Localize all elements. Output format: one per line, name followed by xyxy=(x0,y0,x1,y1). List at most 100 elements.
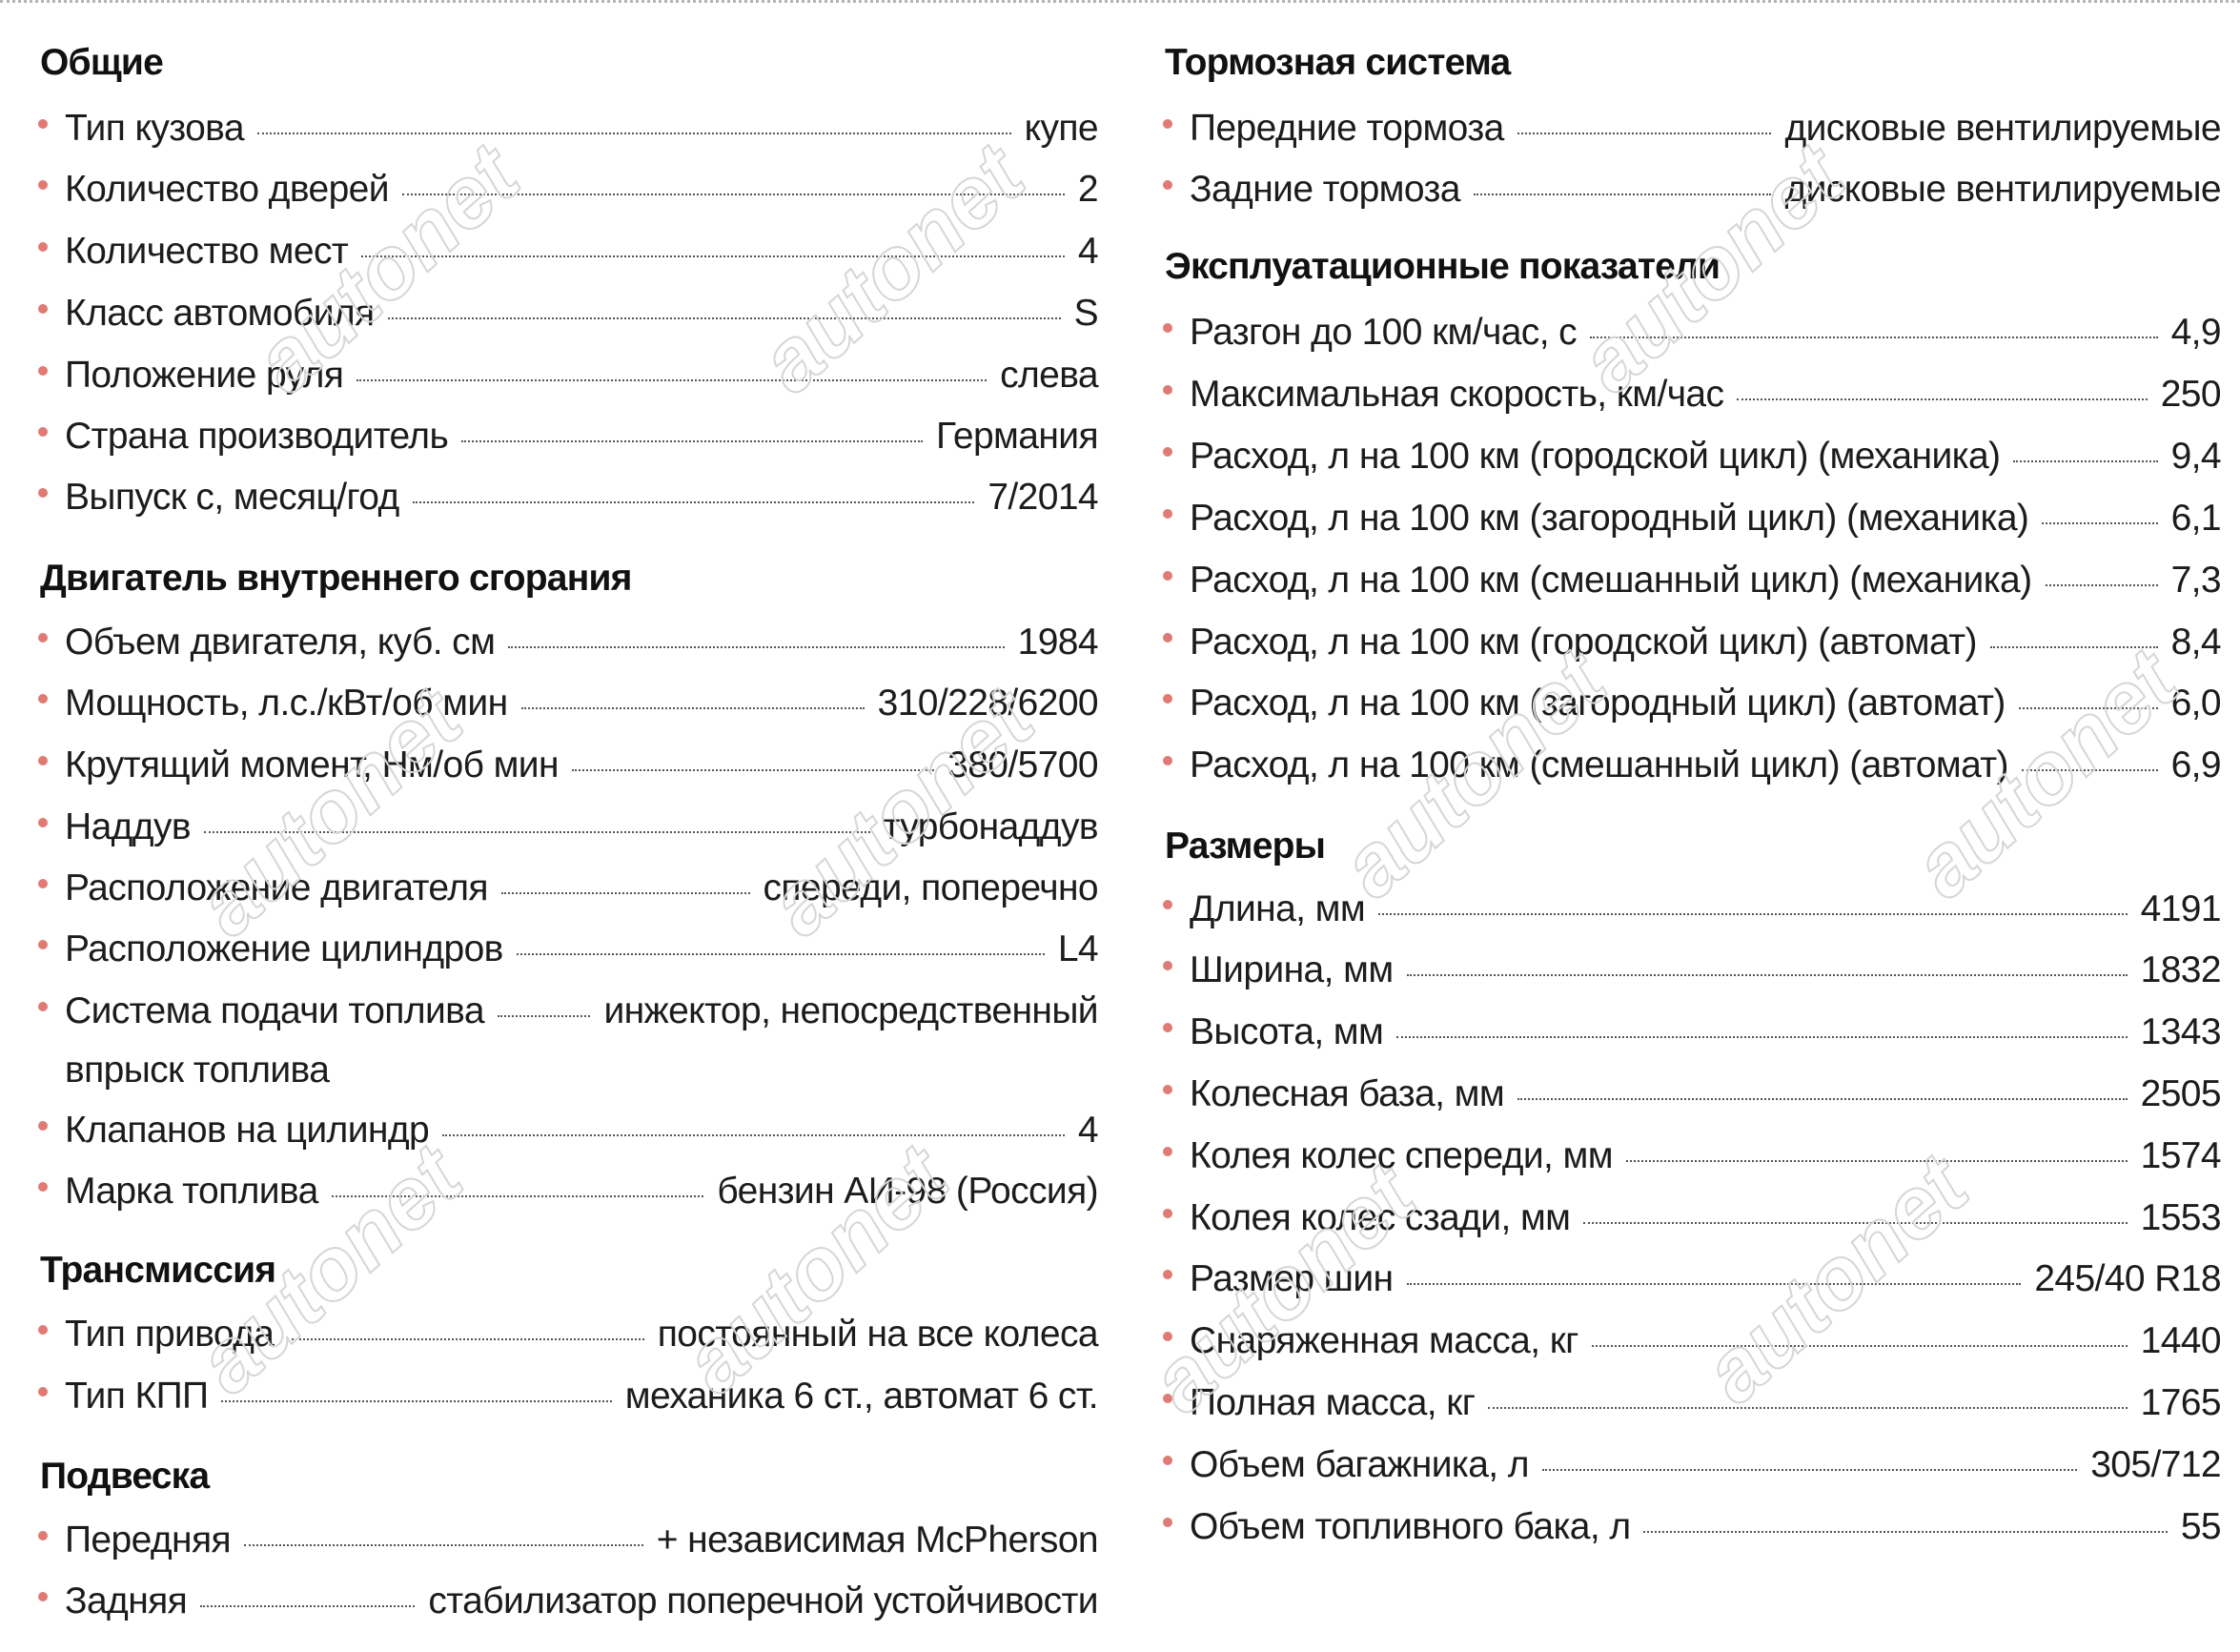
bullet-icon xyxy=(1163,1023,1172,1032)
section-title-transmission: Трансмиссия xyxy=(40,1250,276,1291)
bullet-icon xyxy=(1163,1270,1172,1279)
bullet-icon xyxy=(38,1531,48,1540)
spec-row: Передние тормоза дисковые вентилируемые xyxy=(1163,108,2222,159)
spec-value: 1574 xyxy=(2140,1135,2222,1176)
spec-label: Выпуск с, месяц/год xyxy=(65,477,399,518)
spec-label: Тип привода xyxy=(65,1314,275,1355)
spec-row: Крутящий момент, Нм/об мин 380/5700 xyxy=(38,744,1099,796)
dot-leader xyxy=(200,1605,416,1607)
bullet-icon xyxy=(1163,447,1172,457)
dot-leader xyxy=(2021,769,2158,771)
spec-row: Колея колес спереди, мм 1574 xyxy=(1163,1135,2222,1187)
spec-value: дисковые вентилируемые xyxy=(1784,108,2221,149)
bullet-icon xyxy=(38,1121,48,1131)
spec-label: Расход, л на 100 км (смешанный цикл) (ав… xyxy=(1190,744,2009,785)
dot-leader xyxy=(1541,1469,2078,1471)
spec-row: Наддув турбонаддув xyxy=(38,806,1099,858)
spec-value: 4191 xyxy=(2140,888,2222,929)
section-title-dimensions: Размеры xyxy=(1165,826,1326,867)
bullet-icon xyxy=(1163,1147,1172,1156)
spec-value: 6,0 xyxy=(2170,683,2222,724)
bullet-icon xyxy=(38,1325,48,1335)
spec-label: Передняя xyxy=(65,1519,232,1560)
dot-leader xyxy=(1473,194,1772,195)
spec-value: постоянный на все колеса xyxy=(657,1314,1099,1355)
spec-value: 310/228/6200 xyxy=(877,683,1099,724)
spec-label: Разгон до 100 км/час, с xyxy=(1190,312,1578,353)
bullet-icon xyxy=(38,1182,48,1192)
spec-row: Расход, л на 100 км (городской цикл) (ав… xyxy=(1163,622,2222,673)
spec-row: Передняя + независимая McPherson xyxy=(38,1519,1099,1571)
spec-row: Размер шин 245/40 R18 xyxy=(1163,1258,2222,1310)
spec-label: Наддув xyxy=(65,806,192,847)
section-title-brakes: Тормозная система xyxy=(1165,42,1511,83)
bullet-icon xyxy=(1163,509,1172,519)
spec-value: 250 xyxy=(2160,374,2222,415)
section-title-general: Общие xyxy=(40,42,164,83)
dot-leader xyxy=(1396,1036,2128,1038)
dot-leader xyxy=(1737,398,2148,400)
spec-label: Максимальная скорость, км/час xyxy=(1190,374,1724,415)
spec-label: Расход, л на 100 км (загородный цикл) (м… xyxy=(1190,498,2029,539)
dot-leader xyxy=(204,831,870,833)
section-title-performance: Эксплуатационные показатели xyxy=(1165,246,1721,287)
spec-value: 305/712 xyxy=(2090,1444,2221,1485)
spec-row: Длина, мм 4191 xyxy=(1163,888,2222,940)
dot-leader xyxy=(520,707,865,709)
spec-value: L4 xyxy=(1057,928,1099,969)
spec-label: Высота, мм xyxy=(1190,1011,1384,1052)
spec-row: Тип кузова купе xyxy=(38,108,1099,159)
dot-leader xyxy=(500,892,750,894)
spec-value: 55 xyxy=(2180,1506,2222,1547)
bullet-icon xyxy=(1163,1332,1172,1341)
spec-row: Положение руля слева xyxy=(38,355,1099,406)
dot-leader xyxy=(1625,1160,2128,1162)
bullet-icon xyxy=(38,304,48,314)
bullet-icon xyxy=(1163,1085,1172,1094)
bullet-icon xyxy=(38,242,48,252)
bullet-icon xyxy=(38,694,48,704)
dot-leader xyxy=(1989,646,2158,648)
dot-leader xyxy=(387,317,1061,319)
spec-value: инжектор, непосредственный xyxy=(603,990,1098,1031)
spec-row: Разгон до 100 км/час, с 4,9 xyxy=(1163,312,2222,363)
bullet-icon xyxy=(38,119,48,129)
spec-value: S xyxy=(1073,293,1099,334)
spec-label: Расположение цилиндров xyxy=(65,928,503,969)
spec-value: купе xyxy=(1024,108,1099,149)
dot-leader xyxy=(1488,1407,2128,1409)
dot-leader xyxy=(361,255,1065,257)
spec-label: Расход, л на 100 км (городской цикл) (ме… xyxy=(1190,436,2001,477)
spec-row: Страна производитель Германия xyxy=(38,416,1099,467)
dot-leader xyxy=(401,194,1065,195)
spec-label: Колесная база, мм xyxy=(1190,1073,1505,1114)
spec-row: Мощность, л.с./кВт/об мин 310/228/6200 xyxy=(38,683,1099,734)
spec-label: Клапанов на цилиндр xyxy=(65,1110,430,1151)
dot-leader xyxy=(1591,1345,2128,1347)
spec-label: Крутящий момент, Нм/об мин xyxy=(65,744,560,785)
bullet-icon xyxy=(38,427,48,437)
spec-label: Снаряженная масса, кг xyxy=(1190,1320,1578,1361)
bullet-icon xyxy=(1163,323,1172,333)
dot-leader xyxy=(256,133,1011,134)
spec-row: Клапанов на цилиндр 4 xyxy=(38,1110,1099,1161)
bullet-icon xyxy=(1163,1209,1172,1218)
bullet-icon xyxy=(38,488,48,498)
spec-value: 2 xyxy=(1077,169,1099,210)
bullet-icon xyxy=(38,756,48,765)
spec-label: Объем топливного бака, л xyxy=(1190,1506,1631,1547)
section-title-engine: Двигатель внутреннего сгорания xyxy=(40,558,632,599)
spec-row: Класс автомобиля S xyxy=(38,293,1099,344)
spec-value-continuation: впрыск топлива xyxy=(65,1050,330,1091)
spec-label: Положение руля xyxy=(65,355,344,396)
spec-row: Колесная база, мм 2505 xyxy=(1163,1073,2222,1125)
spec-row: Расход, л на 100 км (загородный цикл) (а… xyxy=(1163,683,2222,734)
spec-row: Выпуск с, месяц/год 7/2014 xyxy=(38,477,1099,528)
spec-value: 380/5700 xyxy=(947,744,1098,785)
bullet-icon xyxy=(38,180,48,190)
spec-label: Количество дверей xyxy=(65,169,390,210)
bullet-icon xyxy=(38,879,48,888)
spec-value: + независимая McPherson xyxy=(656,1519,1099,1560)
bullet-icon xyxy=(1163,119,1172,129)
dot-leader xyxy=(1378,913,2128,915)
